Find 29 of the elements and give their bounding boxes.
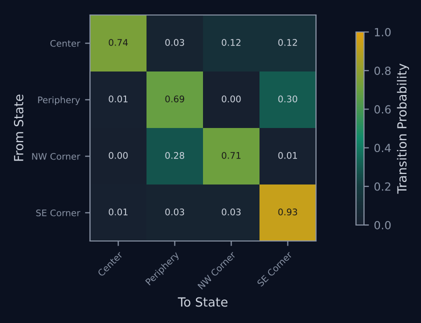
color-bar-label: 1.0 (374, 28, 391, 36)
data-label: 0.01 (108, 96, 128, 102)
x-axis-title: To State (178, 297, 228, 307)
color-bar-label: 0.8 (374, 66, 391, 75)
y-axis-title: From State (14, 94, 24, 161)
y-tick-label: SE Corner (36, 209, 80, 216)
data-label: 0.12 (222, 39, 240, 46)
data-label: 0.93 (278, 208, 298, 216)
data-label: 0.03 (222, 208, 241, 216)
color-bar-label: 0.0 (374, 220, 391, 230)
data-label: 0.71 (222, 152, 240, 159)
data-label: 0.01 (108, 208, 128, 216)
y-tick-label: Periphery (38, 96, 80, 106)
data-label: 0.01 (278, 152, 297, 159)
color-bar-label: 0.4 (374, 144, 391, 152)
y-tick-label: Center (50, 40, 80, 47)
data-label: 0.30 (278, 96, 298, 102)
y-tick-label: NW Corner (32, 152, 80, 160)
color-bar-label: 0.2 (374, 182, 390, 191)
data-label: 0.28 (165, 152, 184, 159)
data-label: 0.00 (222, 96, 241, 102)
color-bar-title: Transition Probability (396, 64, 410, 194)
data-label: 0.74 (108, 39, 128, 46)
data-label: 0.69 (165, 96, 184, 102)
data-label: 0.00 (108, 152, 128, 159)
data-label: 0.03 (165, 208, 184, 216)
color-bar-label: 0.6 (374, 105, 391, 114)
data-label: 0.03 (165, 39, 184, 46)
data-label: 0.12 (278, 39, 297, 46)
